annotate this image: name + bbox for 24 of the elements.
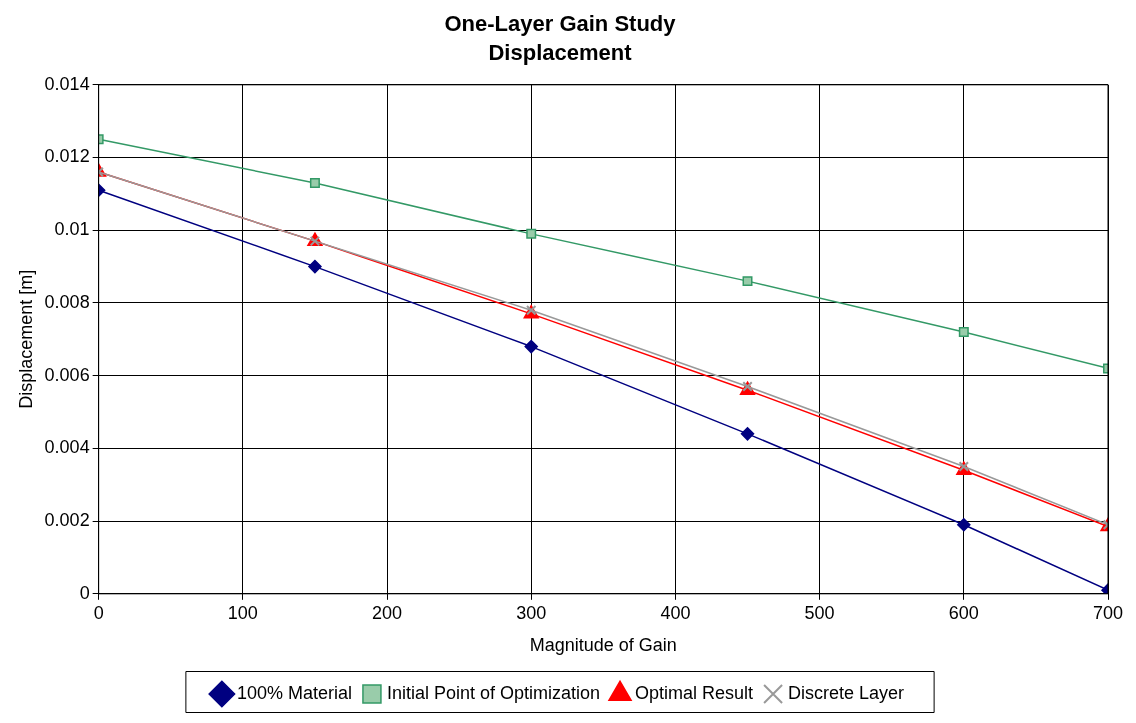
y-tick-label: 0.014 (44, 73, 90, 94)
chart-subtitle: Displacement (488, 39, 633, 65)
chart-title: One-Layer Gain Study (444, 11, 677, 37)
y-tick-label: 0.012 (44, 146, 90, 167)
x-tick-label: 300 (516, 602, 547, 623)
y-axis-title: Displacement [m] (15, 269, 36, 409)
legend-label: Discrete Layer (788, 682, 905, 703)
x-tick-label: 100 (227, 602, 258, 623)
x-tick-label: 200 (372, 602, 403, 623)
y-tick-label: 0.006 (44, 364, 90, 385)
legend-label: 100% Material (236, 682, 352, 703)
x-tick-label: 700 (1092, 602, 1124, 623)
legend-label: Initial Point of Optimization (386, 682, 601, 703)
y-tick-label: 0.008 (44, 291, 90, 312)
y-tick-label: 0 (79, 582, 90, 603)
x-tick-label: 0 (93, 602, 104, 623)
x-tick-label: 500 (804, 602, 835, 623)
y-tick-label: 0.004 (44, 437, 90, 458)
y-tick-label: 0.002 (44, 510, 90, 531)
x-tick-label: 600 (948, 602, 979, 623)
x-axis-title: Magnitude of Gain (529, 635, 677, 656)
legend-label: Optimal Result (635, 682, 754, 703)
x-tick-label: 400 (660, 602, 691, 623)
y-tick-label: 0.01 (54, 219, 90, 240)
